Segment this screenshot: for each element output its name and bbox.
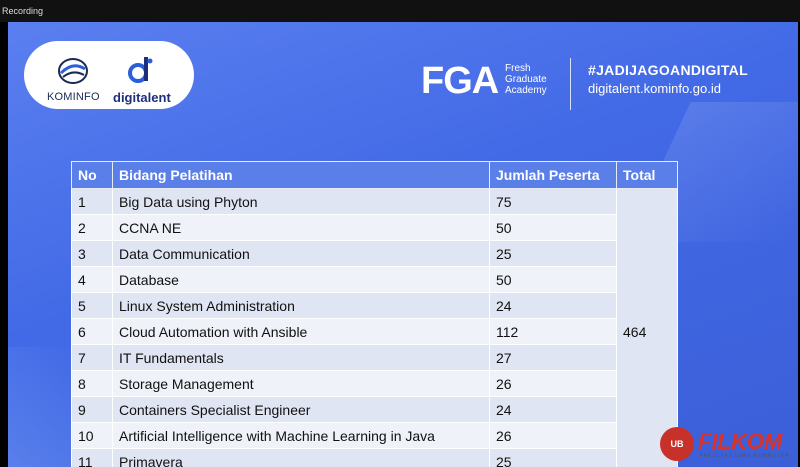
cell-bidang: CCNA NE (112, 214, 490, 241)
cell-bidang: Containers Specialist Engineer (112, 396, 490, 423)
cell-jumlah: 50 (489, 266, 617, 293)
kominfo-globe-icon (58, 58, 88, 84)
cell-jumlah: 50 (489, 214, 617, 241)
fga-sub-line: Academy (505, 85, 547, 96)
cell-no: 3 (71, 240, 113, 267)
digitalent-logo-icon (128, 57, 153, 83)
recording-bar: Recording (0, 0, 800, 22)
cell-no: 8 (71, 370, 113, 397)
fga-logo-text: FGA (421, 60, 499, 102)
cell-jumlah: 26 (489, 422, 617, 449)
cell-jumlah: 24 (489, 396, 617, 423)
logo-pill: KOMINFO digitalent (24, 41, 194, 109)
cell-no: 7 (71, 344, 113, 371)
cell-bidang: Big Data using Phyton (112, 188, 490, 215)
filkom-label: FILKOM (698, 429, 783, 454)
table-row: 8 Storage Management 26 (71, 370, 678, 397)
recording-label: Recording (2, 6, 44, 16)
cell-jumlah: 25 (489, 240, 617, 267)
table-row: 2 CCNA NE 50 (71, 214, 678, 241)
table-row: 11 Primavera 25 (71, 448, 678, 467)
table-row: 1 Big Data using Phyton 75 464 (71, 188, 678, 467)
table-row: 10 Artificial Intelligence with Machine … (71, 422, 678, 449)
ub-logo-icon: UB (660, 427, 694, 461)
filkom-subtitle: FAKULTAS ILMU KOMPUTER (700, 453, 790, 459)
cell-bidang: Data Communication (112, 240, 490, 267)
cell-bidang: Cloud Automation with Ansible (112, 318, 490, 345)
cell-no: 5 (71, 292, 113, 319)
cell-jumlah: 112 (489, 318, 617, 345)
column-header-bidang: Bidang Pelatihan (112, 161, 490, 189)
table-header-row: No Bidang Pelatihan Jumlah Peserta Total (71, 161, 678, 189)
cell-total: 464 (616, 188, 678, 467)
fga-sub-line: Fresh (505, 63, 531, 74)
column-header-jumlah: Jumlah Peserta (489, 161, 617, 189)
cell-jumlah: 26 (489, 370, 617, 397)
cell-jumlah: 25 (489, 448, 617, 467)
column-header-no: No (71, 161, 113, 189)
cell-no: 11 (71, 448, 113, 467)
cell-jumlah: 75 (489, 188, 617, 215)
table-row: 9 Containers Specialist Engineer 24 (71, 396, 678, 423)
fga-subtitle: Fresh Graduate Academy (505, 63, 547, 96)
table-row: 3 Data Communication 25 (71, 240, 678, 267)
cell-bidang: Primavera (112, 448, 490, 467)
cell-no: 4 (71, 266, 113, 293)
cell-jumlah: 27 (489, 344, 617, 371)
cell-bidang: IT Fundamentals (112, 344, 490, 371)
cell-no: 1 (71, 188, 113, 215)
fga-sub-line: Graduate (505, 74, 547, 85)
table-row: 5 Linux System Administration 24 (71, 292, 678, 319)
kominfo-label: KOMINFO (47, 91, 100, 103)
cell-no: 10 (71, 422, 113, 449)
table-row: 6 Cloud Automation with Ansible 112 (71, 318, 678, 345)
cell-no: 2 (71, 214, 113, 241)
filkom-watermark: UB FILKOM FAKULTAS ILMU KOMPUTER (660, 407, 800, 467)
website-text: digitalent.kominfo.go.id (588, 81, 721, 96)
table-row: 4 Database 50 (71, 266, 678, 293)
cell-bidang: Linux System Administration (112, 292, 490, 319)
presentation-slide: KOMINFO digitalent FGA Fresh Graduate Ac… (8, 22, 798, 467)
participants-table: No Bidang Pelatihan Jumlah Peserta Total… (71, 161, 678, 467)
hashtag-text: #JADIJAGOANDIGITAL (588, 62, 748, 78)
digitalent-label: digitalent (113, 90, 171, 105)
cell-no: 6 (71, 318, 113, 345)
table-row: 7 IT Fundamentals 27 (71, 344, 678, 371)
cell-jumlah: 24 (489, 292, 617, 319)
cell-bidang: Database (112, 266, 490, 293)
header-divider (570, 58, 571, 110)
cell-bidang: Artificial Intelligence with Machine Lea… (112, 422, 490, 449)
column-header-total: Total (616, 161, 678, 189)
cell-bidang: Storage Management (112, 370, 490, 397)
cell-no: 9 (71, 396, 113, 423)
